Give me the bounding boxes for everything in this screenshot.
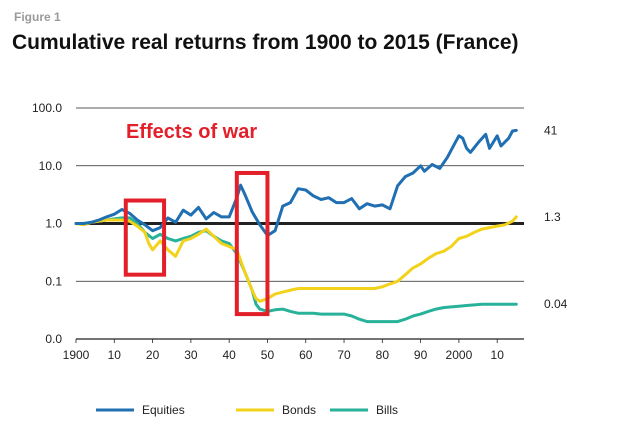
x-tick-label: 80 xyxy=(376,348,390,362)
end-label-bonds: 1.3 xyxy=(544,210,561,224)
x-tick-label: 2000 xyxy=(446,348,473,362)
x-tick-label: 90 xyxy=(414,348,428,362)
chart-title: Cumulative real returns from 1900 to 201… xyxy=(12,31,519,54)
x-tick-label: 10 xyxy=(491,348,505,362)
annotations: Effects of war xyxy=(123,121,270,317)
y-tick-label: 10.0 xyxy=(39,159,63,173)
end-label-equities: 41 xyxy=(544,123,558,137)
x-tick-label: 70 xyxy=(337,348,351,362)
figure-label: Figure 1 xyxy=(14,10,61,24)
series-lines xyxy=(74,128,518,324)
x-tick-label: 1900 xyxy=(63,348,90,362)
x-tick-label: 30 xyxy=(184,348,198,362)
y-tick-label: 0.0 xyxy=(45,332,62,346)
y-tick-label: 1.0 xyxy=(45,217,62,231)
y-axis-ticks: 100.0 10.0 1.0 0.1 0.0 xyxy=(32,101,62,346)
x-tick-label: 20 xyxy=(146,348,160,362)
y-tick-label: 0.1 xyxy=(45,274,62,288)
x-tick-label: 10 xyxy=(108,348,122,362)
annotation-effects-of-war: Effects of war xyxy=(126,121,257,143)
x-tick-label: 40 xyxy=(222,348,236,362)
war-highlight-box xyxy=(123,198,167,277)
x-tick-label: 60 xyxy=(299,348,313,362)
legend-label-bonds: Bonds xyxy=(282,403,316,417)
series-line-equities xyxy=(74,128,518,237)
legend-label-bills: Bills xyxy=(376,403,398,417)
x-tick-label: 50 xyxy=(261,348,275,362)
x-axis-ticks: 1900 10 20 30 40 50 60 70 80 90 2000 10 xyxy=(63,339,505,362)
gridlines xyxy=(76,107,524,340)
y-tick-label: 100.0 xyxy=(32,101,62,115)
end-label-bills: 0.04 xyxy=(544,297,568,311)
legend-label-equities: Equities xyxy=(142,403,185,417)
series-line-bonds xyxy=(74,215,518,303)
series-line-bills xyxy=(74,216,518,324)
legend: Equities Bonds Bills xyxy=(96,403,398,417)
end-labels: 0.04 1.3 41 xyxy=(544,123,568,311)
war-highlight-box xyxy=(234,170,270,317)
